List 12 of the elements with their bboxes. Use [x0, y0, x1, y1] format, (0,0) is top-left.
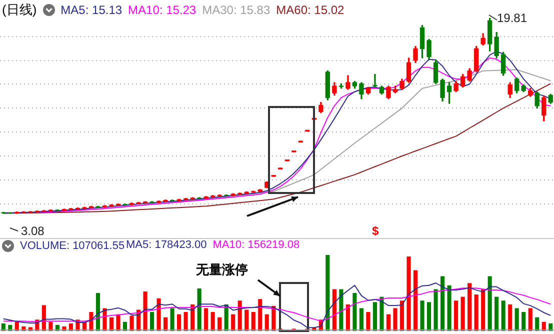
text: $ — [372, 224, 379, 238]
text: MA60: 15.02 — [276, 3, 344, 17]
chart-title: (日线) — [2, 1, 37, 19]
annotation: 无量涨停 — [196, 262, 248, 277]
text: MA10: 15.23 — [128, 3, 196, 17]
annotation: 19.81 — [497, 11, 528, 25]
text: 3.08 — [21, 224, 44, 238]
text: MA5: 15.13 — [60, 3, 122, 17]
text: MA30: 15.83 — [202, 3, 270, 17]
text: MA5: 178423.00 — [126, 239, 207, 251]
text: MA10: 156219.08 — [212, 239, 300, 251]
text: VOLUME: 107061.55 — [20, 240, 125, 252]
